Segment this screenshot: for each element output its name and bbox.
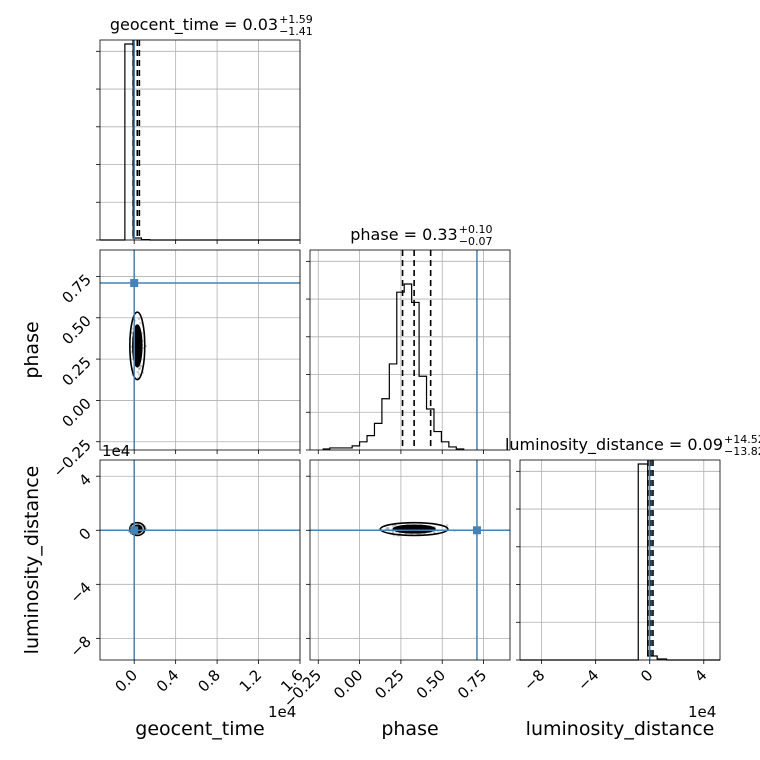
sample-point-geocent_time-phase [144, 344, 147, 348]
sample-point-geocent_time-luminosity_distance [137, 523, 140, 526]
panel-frame-geocent_time-geocent_time [99, 39, 301, 241]
sample-point-geocent_time-phase [136, 376, 140, 380]
title-upper-error-phase: +0.10 [459, 223, 493, 236]
sample-point-geocent_time-phase [130, 331, 133, 334]
x-label-phase: phase [381, 718, 438, 740]
frame-layer [96, 39, 721, 664]
title-phase: phase = 0.33 [350, 225, 457, 244]
density-core-phase-luminosity_distance [392, 524, 436, 534]
sample-point-phase-luminosity_distance [433, 531, 436, 534]
truth-marker-geocent_time-luminosity_distance [130, 526, 139, 535]
truth-marker-phase-luminosity_distance [472, 526, 481, 535]
truth-marker-geocent_time-phase [130, 279, 139, 288]
x-tick-label-luminosity_distance-3: 4 [691, 666, 710, 685]
sample-point-geocent_time-luminosity_distance [144, 525, 147, 528]
title-upper-error-luminosity_distance: +14.52 [724, 433, 760, 446]
sample-point-geocent_time-phase [138, 368, 141, 371]
panel-frame-geocent_time-phase [99, 249, 301, 451]
sample-point-geocent_time-phase [134, 319, 137, 322]
y-tick-label-phase-0: −0.25 [50, 436, 95, 481]
sample-point-phase-luminosity_distance [419, 533, 422, 536]
panel-frame-geocent_time-luminosity_distance [99, 459, 301, 661]
sample-point-geocent_time-phase [139, 322, 142, 325]
x-tick-label-luminosity_distance-0: −8 [520, 666, 548, 694]
panel-frame-phase-phase [309, 249, 511, 451]
sample-point-phase-luminosity_distance [393, 523, 397, 527]
y-tick-label-phase-1: 0.00 [58, 395, 94, 431]
offset-label-y-luminosity-distance: 1e4 [102, 442, 130, 460]
y-tick-label-luminosity_distance-0: −8 [66, 632, 94, 660]
title-lower-error-geocent_time: −1.41 [279, 25, 313, 38]
x-label-luminosity-distance: luminosity_distance [526, 718, 715, 740]
text-layer: 0.0 0.4 0.8 1.2 1.6−0.25 0.00 0.25 0.50 0.75 −8 −4… [50, 13, 760, 711]
title-geocent_time: geocent_time = 0.03 [110, 15, 278, 35]
sample-point-phase-luminosity_distance [391, 525, 395, 528]
sample-point-geocent_time-phase [138, 364, 142, 367]
sample-point-geocent_time-phase [138, 373, 141, 376]
sample-point-phase-luminosity_distance [392, 534, 395, 537]
x-tick-label-geocent_time-1: 0.4 [153, 666, 183, 696]
x-tick-label-geocent_time-2: 0.8 [194, 666, 224, 696]
y-tick-label-phase-4: 0.75 [58, 271, 94, 307]
sample-point-phase-luminosity_distance [405, 532, 408, 535]
sample-point-geocent_time-luminosity_distance [139, 531, 142, 534]
density-core-geocent_time-phase [132, 324, 143, 368]
y-tick-label-phase-2: 0.25 [58, 353, 94, 389]
data-layer [100, 40, 720, 661]
contour-phase-luminosity_distance [379, 521, 449, 537]
sample-point-phase-luminosity_distance [398, 532, 401, 535]
contour-geocent_time-luminosity_distance [129, 521, 146, 537]
sample-point-phase-luminosity_distance [445, 524, 449, 527]
x-tick-label-geocent_time-3: 1.2 [236, 666, 266, 696]
sample-point-geocent_time-luminosity_distance [138, 532, 141, 535]
sample-point-geocent_time-phase [132, 327, 135, 330]
sample-point-geocent_time-phase [130, 350, 134, 353]
sample-point-geocent_time-phase [141, 371, 144, 374]
panel-frame-phase-luminosity_distance [309, 459, 511, 661]
x-tick-label-phase-2: 0.25 [371, 666, 407, 702]
title-lower-error-luminosity_distance: −13.82 [724, 445, 760, 458]
sample-point-phase-luminosity_distance [385, 527, 388, 530]
offset-label-x-geocent-time: 1e4 [268, 703, 296, 721]
grid-layer [100, 40, 720, 661]
sample-point-phase-luminosity_distance [387, 527, 390, 530]
y-label-phase: phase [21, 321, 43, 378]
y-label-luminosity-distance: luminosity_distance [21, 466, 43, 655]
histogram-luminosity_distance [520, 463, 720, 661]
sample-point-geocent_time-phase [129, 345, 132, 348]
sample-point-geocent_time-phase [140, 365, 143, 368]
x-tick-label-luminosity_distance-2: 0 [637, 666, 656, 685]
sample-point-geocent_time-luminosity_distance [141, 527, 145, 530]
sample-point-geocent_time-luminosity_distance [127, 530, 131, 533]
sample-point-phase-luminosity_distance [392, 530, 395, 533]
sample-point-phase-luminosity_distance [433, 526, 436, 529]
histogram-geocent_time [100, 43, 300, 241]
contour-geocent_time-phase [129, 311, 146, 381]
y-tick-label-luminosity_distance-3: 4 [75, 470, 94, 489]
sample-point-phase-luminosity_distance [406, 523, 409, 526]
panel-frame-luminosity_distance-luminosity_distance [519, 459, 721, 661]
sample-point-geocent_time-phase [136, 371, 139, 374]
x-label-geocent-time: geocent_time [135, 718, 264, 740]
sample-point-geocent_time-phase [137, 317, 141, 320]
sample-point-geocent_time-luminosity_distance [140, 524, 143, 527]
histogram-phase [322, 283, 465, 450]
y-tick-label-luminosity_distance-2: 0 [75, 524, 94, 543]
title-lower-error-phase: −0.07 [459, 235, 493, 248]
y-tick-label-phase-3: 0.50 [58, 312, 94, 348]
sample-point-geocent_time-luminosity_distance [144, 528, 148, 531]
title-luminosity_distance: luminosity_distance = 0.09 [505, 435, 723, 455]
title-upper-error-geocent_time: +1.59 [279, 13, 313, 26]
x-tick-label-geocent_time-0: 0.0 [111, 666, 141, 696]
sample-point-phase-luminosity_distance [433, 530, 436, 533]
x-tick-label-phase-4: 0.75 [454, 666, 490, 702]
sample-point-geocent_time-phase [142, 347, 145, 350]
x-tick-label-phase-3: 0.50 [413, 666, 449, 702]
y-tick-label-luminosity_distance-1: −4 [66, 578, 94, 606]
offset-label-x-luminosity-distance: 1e4 [688, 703, 716, 721]
x-tick-label-luminosity_distance-1: −4 [574, 666, 602, 694]
x-tick-label-phase-1: 0.00 [330, 666, 366, 702]
